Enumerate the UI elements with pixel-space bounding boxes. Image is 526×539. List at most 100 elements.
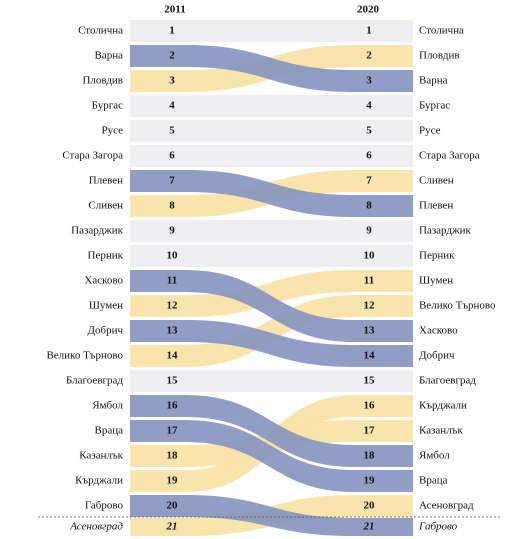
left-name: Стара Загора [62, 150, 123, 162]
left-rank: 1 [169, 25, 175, 37]
left-name: Кърджали [75, 475, 123, 487]
left-rank: 5 [169, 125, 175, 137]
left-name: Плевен [89, 175, 123, 187]
rank-flow [130, 370, 413, 392]
right-rank: 4 [366, 100, 372, 112]
right-name: Добрич [419, 350, 455, 362]
right-rank: 12 [364, 300, 376, 312]
rank-flow [130, 20, 413, 42]
right-rank: 2 [366, 50, 372, 62]
rank-flow [130, 95, 413, 117]
rank-flow [130, 170, 413, 217]
right-name: Ямбол [419, 450, 450, 462]
rank-flow [130, 45, 413, 92]
left-name: Шумен [89, 300, 123, 312]
left-rank: 15 [167, 375, 179, 387]
rank-flow [130, 395, 413, 492]
rank-flow [130, 420, 413, 492]
left-rank: 21 [166, 521, 178, 533]
right-name: Враца [419, 475, 448, 487]
right-name: Перник [419, 250, 455, 262]
left-rank: 4 [169, 100, 175, 112]
right-name: Асеновград [419, 500, 474, 512]
left-rank: 20 [167, 500, 179, 512]
left-name: Пазарджик [71, 225, 123, 237]
left-name: Велико Търново [46, 350, 123, 362]
flows [130, 45, 413, 536]
left-name: Ямбол [92, 400, 123, 412]
rank-flow [130, 270, 413, 342]
left-rank: 10 [167, 250, 179, 262]
right-name: Плевен [419, 200, 453, 212]
left-rank: 16 [167, 400, 179, 412]
left-name: Асеновград [69, 521, 123, 533]
right-rank: 21 [363, 521, 375, 533]
left-rank: 3 [169, 75, 175, 87]
left-rank: 11 [167, 275, 177, 287]
right-rank: 16 [364, 400, 376, 412]
left-rank: 19 [167, 475, 179, 487]
left-name: Перник [88, 250, 124, 262]
left-name: Габрово [85, 500, 124, 512]
rank-flow [130, 395, 413, 467]
rank-flow [130, 295, 413, 367]
rank-flow [130, 120, 413, 142]
left-rank: 6 [169, 150, 175, 162]
right-rank: 19 [364, 475, 376, 487]
left-name: Русе [101, 125, 123, 137]
right-name: Велико Търново [419, 300, 496, 312]
right-name: Пловдив [419, 50, 460, 62]
labels: Столична 1 Варна 2 Пловдив 3 Бургас 4 Русе 5 Стара… [46, 25, 496, 533]
rank-flow [130, 245, 413, 267]
right-rank: 13 [364, 325, 376, 337]
right-name: Сливен [419, 175, 454, 187]
right-rank: 6 [366, 150, 372, 162]
left-name: Казанлък [79, 450, 123, 462]
right-name: Русе [419, 125, 441, 137]
left-name: Пловдив [82, 75, 123, 87]
right-rank: 1 [366, 25, 372, 37]
left-rank: 2 [169, 50, 175, 62]
left-rank: 18 [167, 450, 179, 462]
rows [130, 20, 413, 392]
left-name: Сливен [88, 200, 123, 212]
right-year: 2020 [357, 4, 380, 16]
left-name: Хасково [84, 275, 123, 287]
left-rank: 17 [167, 425, 179, 437]
left-name: Добрич [87, 325, 123, 337]
right-rank: 17 [364, 425, 376, 437]
rank-flow [130, 320, 413, 367]
left-rank: 13 [167, 325, 179, 337]
left-rank: 14 [167, 350, 179, 362]
right-rank: 15 [364, 375, 376, 387]
right-name: Казанлък [419, 425, 463, 437]
right-rank: 8 [366, 200, 372, 212]
right-rank: 9 [366, 225, 372, 237]
left-rank: 7 [169, 175, 175, 187]
rank-flow [130, 270, 413, 317]
right-name: Габрово [418, 521, 458, 533]
right-rank: 10 [364, 250, 376, 262]
left-rank: 9 [169, 225, 175, 237]
left-name: Враца [95, 425, 124, 437]
left-name: Столична [78, 25, 123, 37]
rank-flow [130, 495, 413, 536]
rank-flow [130, 220, 413, 242]
right-name: Хасково [419, 325, 458, 337]
right-name: Благоевград [419, 375, 476, 387]
right-rank: 5 [366, 125, 372, 137]
right-name: Пазарджик [419, 225, 471, 237]
rank-flow [130, 145, 413, 167]
right-rank: 11 [364, 275, 374, 287]
right-name: Бургас [419, 100, 450, 112]
right-name: Столична [419, 25, 464, 37]
right-rank: 18 [364, 450, 376, 462]
right-rank: 7 [366, 175, 372, 187]
right-name: Стара Загора [419, 150, 480, 162]
left-name: Бургас [92, 100, 123, 112]
right-rank: 20 [364, 500, 376, 512]
right-rank: 14 [364, 350, 376, 362]
left-rank: 8 [169, 200, 175, 212]
right-name: Шумен [419, 275, 453, 287]
